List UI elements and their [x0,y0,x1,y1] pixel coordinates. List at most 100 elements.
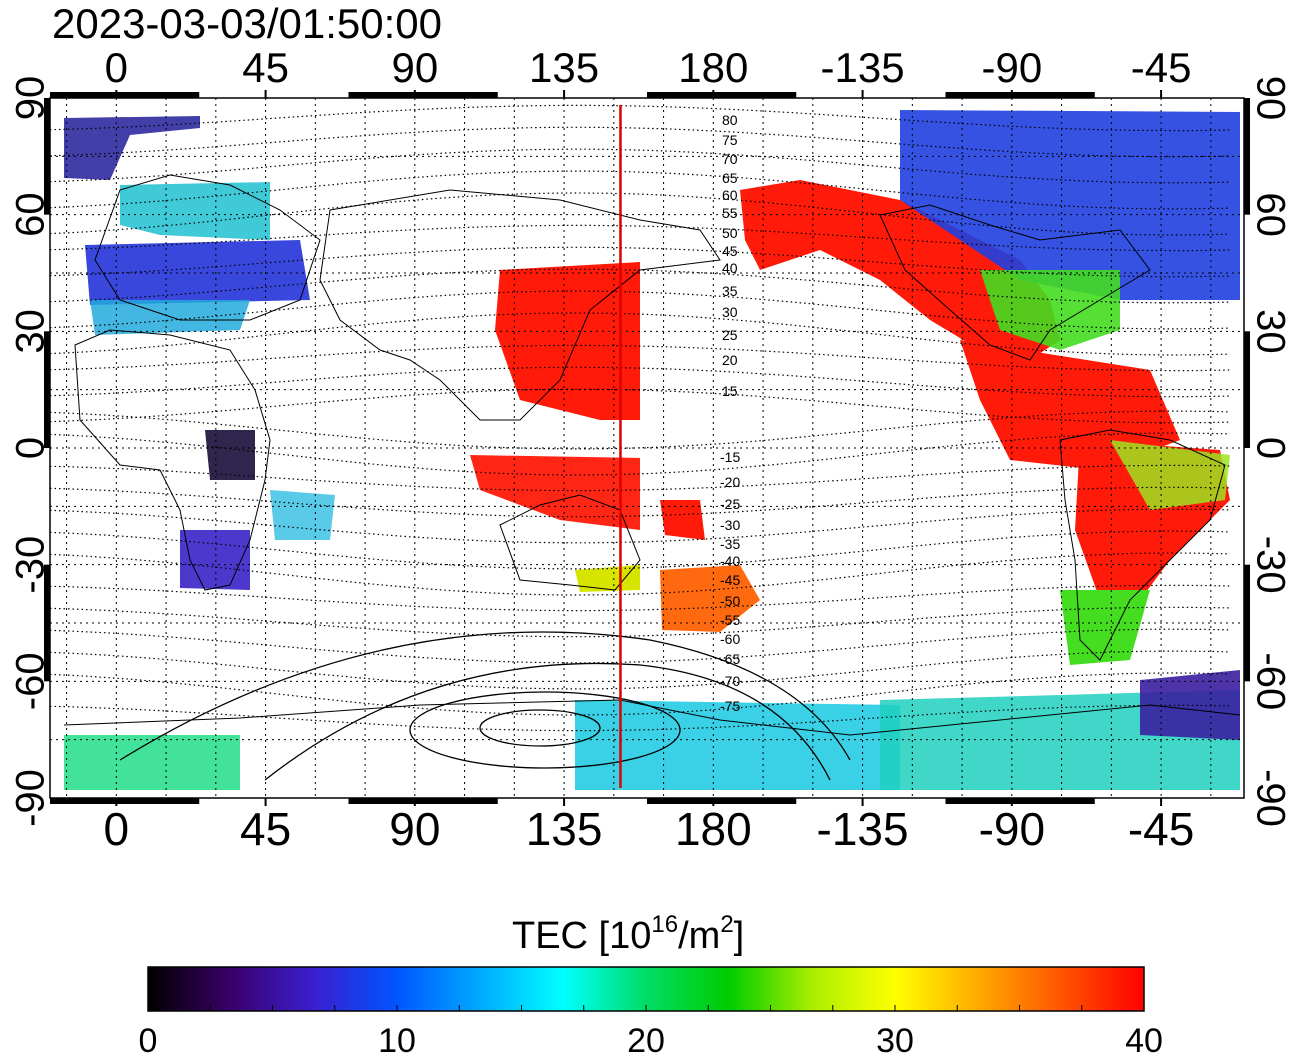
tec-region-weddell [1140,670,1240,740]
lon-tick-label: -45 [1131,44,1192,91]
contour-label: 25 [722,327,738,343]
contour-label: 65 [722,170,738,186]
lat-tick-label: 60 [9,192,53,237]
contour-line [50,432,1231,476]
contour-label: 20 [722,352,738,368]
contour-line [50,650,1231,690]
tec-region-europe [85,240,310,305]
contour-label: -60 [720,631,740,647]
lat-lon-grid [50,98,1244,798]
contour-label: -75 [720,698,740,714]
contour-line [50,672,1231,716]
top-tick [861,90,864,98]
right-band [1244,331,1250,448]
lon-tick-label: 135 [529,44,599,91]
contour-label: -25 [720,496,740,512]
lat-tick-label: 30 [1248,309,1292,354]
lat-tick-label: -60 [1248,652,1292,710]
tec-region-antarctic-west [64,735,240,790]
contour-line [50,606,1231,638]
bottom-band [647,798,797,804]
contour-label: -15 [720,449,740,465]
lat-tick-label: -90 [9,769,53,827]
tec-region-madagascar [270,490,335,540]
tec-region-scandinavia [120,182,270,240]
contour-label: -70 [720,673,740,689]
lon-tick-label: -135 [817,803,909,855]
lat-tick-label: -60 [9,652,53,710]
top-tick [1160,90,1163,98]
contour-label: -50 [720,593,740,609]
colorbar-title: TEC [1016/m2] [512,911,744,957]
contour-line [50,388,1231,424]
top-tick [563,90,566,98]
bottom-band [945,798,1095,804]
contour-line [50,486,1231,518]
tec-region-patagonia [1060,590,1150,665]
tec-region-south-australia [575,565,640,592]
tec-data-overlay [64,110,1240,790]
tec-region-south-europe [90,300,250,335]
contour-line [50,410,1231,450]
top-band [945,92,1095,98]
bottom-tick [861,798,864,806]
contour-line [50,246,1231,278]
left-band [44,331,50,448]
contour-line [50,126,1231,158]
top-band [50,92,200,98]
tec-region-north-america [900,110,1240,300]
lon-tick-label: 0 [105,44,128,91]
contour-line [50,366,1231,398]
tec-region-antarctic-east [575,700,900,790]
tec-region-amazon [1110,440,1230,510]
right-band [1244,564,1250,682]
contour-line [50,530,1231,570]
top-band [348,92,498,98]
contour-line [50,344,1231,372]
bottom-tick [563,798,566,806]
lat-tick-label: -90 [1248,769,1292,827]
contour-line [50,192,1231,236]
colorbar-tick-label: 0 [139,1022,158,1057]
lon-tick-label: 180 [675,803,752,855]
colorbar-tick-label: 10 [378,1022,416,1057]
contour-label: 35 [722,283,738,299]
colorbar-ticks: 0 10 20 30 40 [139,1005,1163,1057]
magnetic-contours [50,104,1231,732]
lon-tick-label: -45 [1128,803,1194,855]
contour-line [50,508,1231,544]
bottom-longitude-labels: 0 45 90 135 180 -135 -90 -45 [104,803,1195,855]
lat-tick-label: 30 [9,309,53,354]
contour-line [50,170,1231,210]
contour-label: 55 [722,205,738,221]
contour-label: 50 [722,225,738,241]
contour-label: -40 [720,553,740,569]
lon-tick-label: 45 [240,803,291,855]
top-longitude-labels: 0 45 90 135 180 -135 -90 -45 [105,44,1192,91]
contour-line [50,584,1231,612]
lat-tick-label: 90 [1248,76,1292,121]
contour-label: 60 [722,187,738,203]
left-band [44,564,50,682]
contour-line [50,224,1231,252]
bottom-band [50,798,200,804]
colorbar-tick-label: 30 [876,1022,914,1057]
left-band [44,98,50,215]
bottom-tick [264,798,267,806]
polar-contour-rings [119,631,851,781]
contour-label: 15 [722,383,738,399]
timestamp-title: 2023-03-03/01:50:00 [52,0,442,47]
tec-region-caribbean [960,340,1180,470]
lon-tick-label: -90 [981,44,1042,91]
contour-label: -65 [720,651,740,667]
contour-label: 45 [722,243,738,259]
contour-label: -35 [720,536,740,552]
frame-tick-bands [44,90,1250,806]
lat-tick-label: 0 [1248,437,1292,459]
lat-tick-label: 0 [9,437,53,459]
contour-label: 80 [722,112,738,128]
colorbar-tick-label: 40 [1125,1022,1163,1057]
contour-line [50,104,1231,132]
lon-tick-label: -135 [821,44,905,91]
